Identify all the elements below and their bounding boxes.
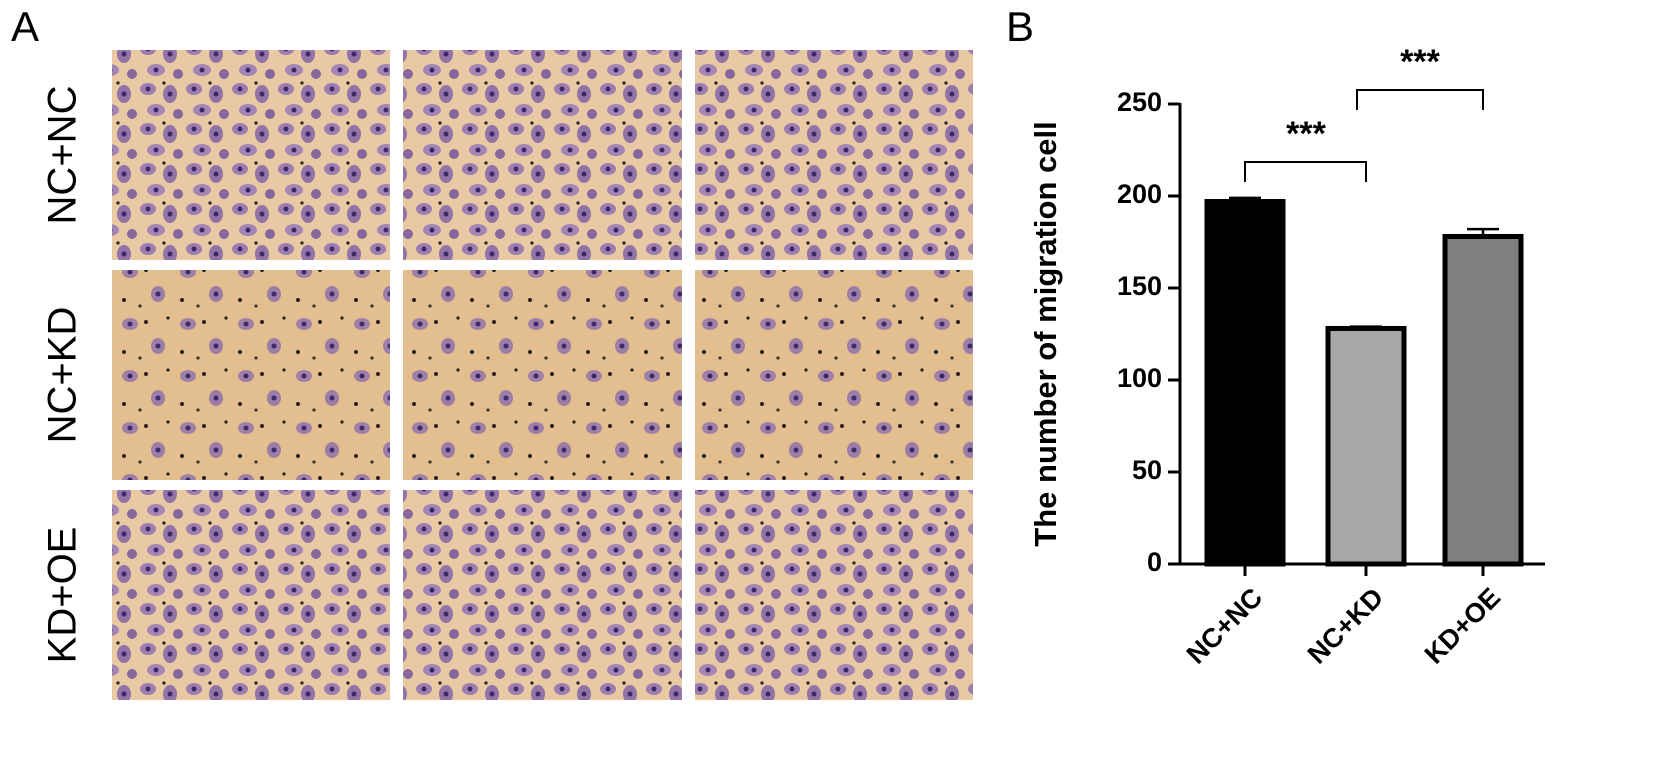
bracket <box>1356 89 1484 110</box>
micrograph <box>403 50 682 260</box>
x-tick-label: NC+KD <box>1302 582 1390 670</box>
micrograph <box>403 490 682 700</box>
micrograph <box>112 50 390 260</box>
row-label: NC+NC <box>41 86 85 225</box>
x-tick-label: KD+OE <box>1419 582 1507 670</box>
bar <box>1204 199 1286 567</box>
panel-label: B <box>1006 3 1034 50</box>
micrographs <box>112 50 973 700</box>
bar <box>1325 325 1407 567</box>
significance-brackets <box>1244 89 1484 182</box>
bar <box>1442 233 1524 567</box>
significance-label: *** <box>1400 43 1440 81</box>
row-label: KD+OE <box>41 527 85 664</box>
x-tick-label: NC+NC <box>1181 582 1269 670</box>
panel-label: A <box>11 3 39 50</box>
y-tick-label: 100 <box>1117 363 1162 393</box>
micrograph <box>695 490 973 700</box>
bracket <box>1244 161 1367 182</box>
micrograph <box>695 270 973 480</box>
micrograph <box>403 270 682 480</box>
y-tick-label: 0 <box>1147 547 1162 577</box>
micrograph <box>695 50 973 260</box>
y-tick-label: 200 <box>1117 179 1162 209</box>
micrograph <box>112 490 390 700</box>
y-axis-title: The number of migration cell <box>1028 121 1063 546</box>
row-label: NC+KD <box>41 307 85 444</box>
significance-label: *** <box>1286 115 1326 153</box>
y-tick-label: 150 <box>1117 271 1162 301</box>
micrograph <box>112 270 390 480</box>
y-tick-label: 250 <box>1117 87 1162 117</box>
y-tick-label: 50 <box>1132 455 1162 485</box>
